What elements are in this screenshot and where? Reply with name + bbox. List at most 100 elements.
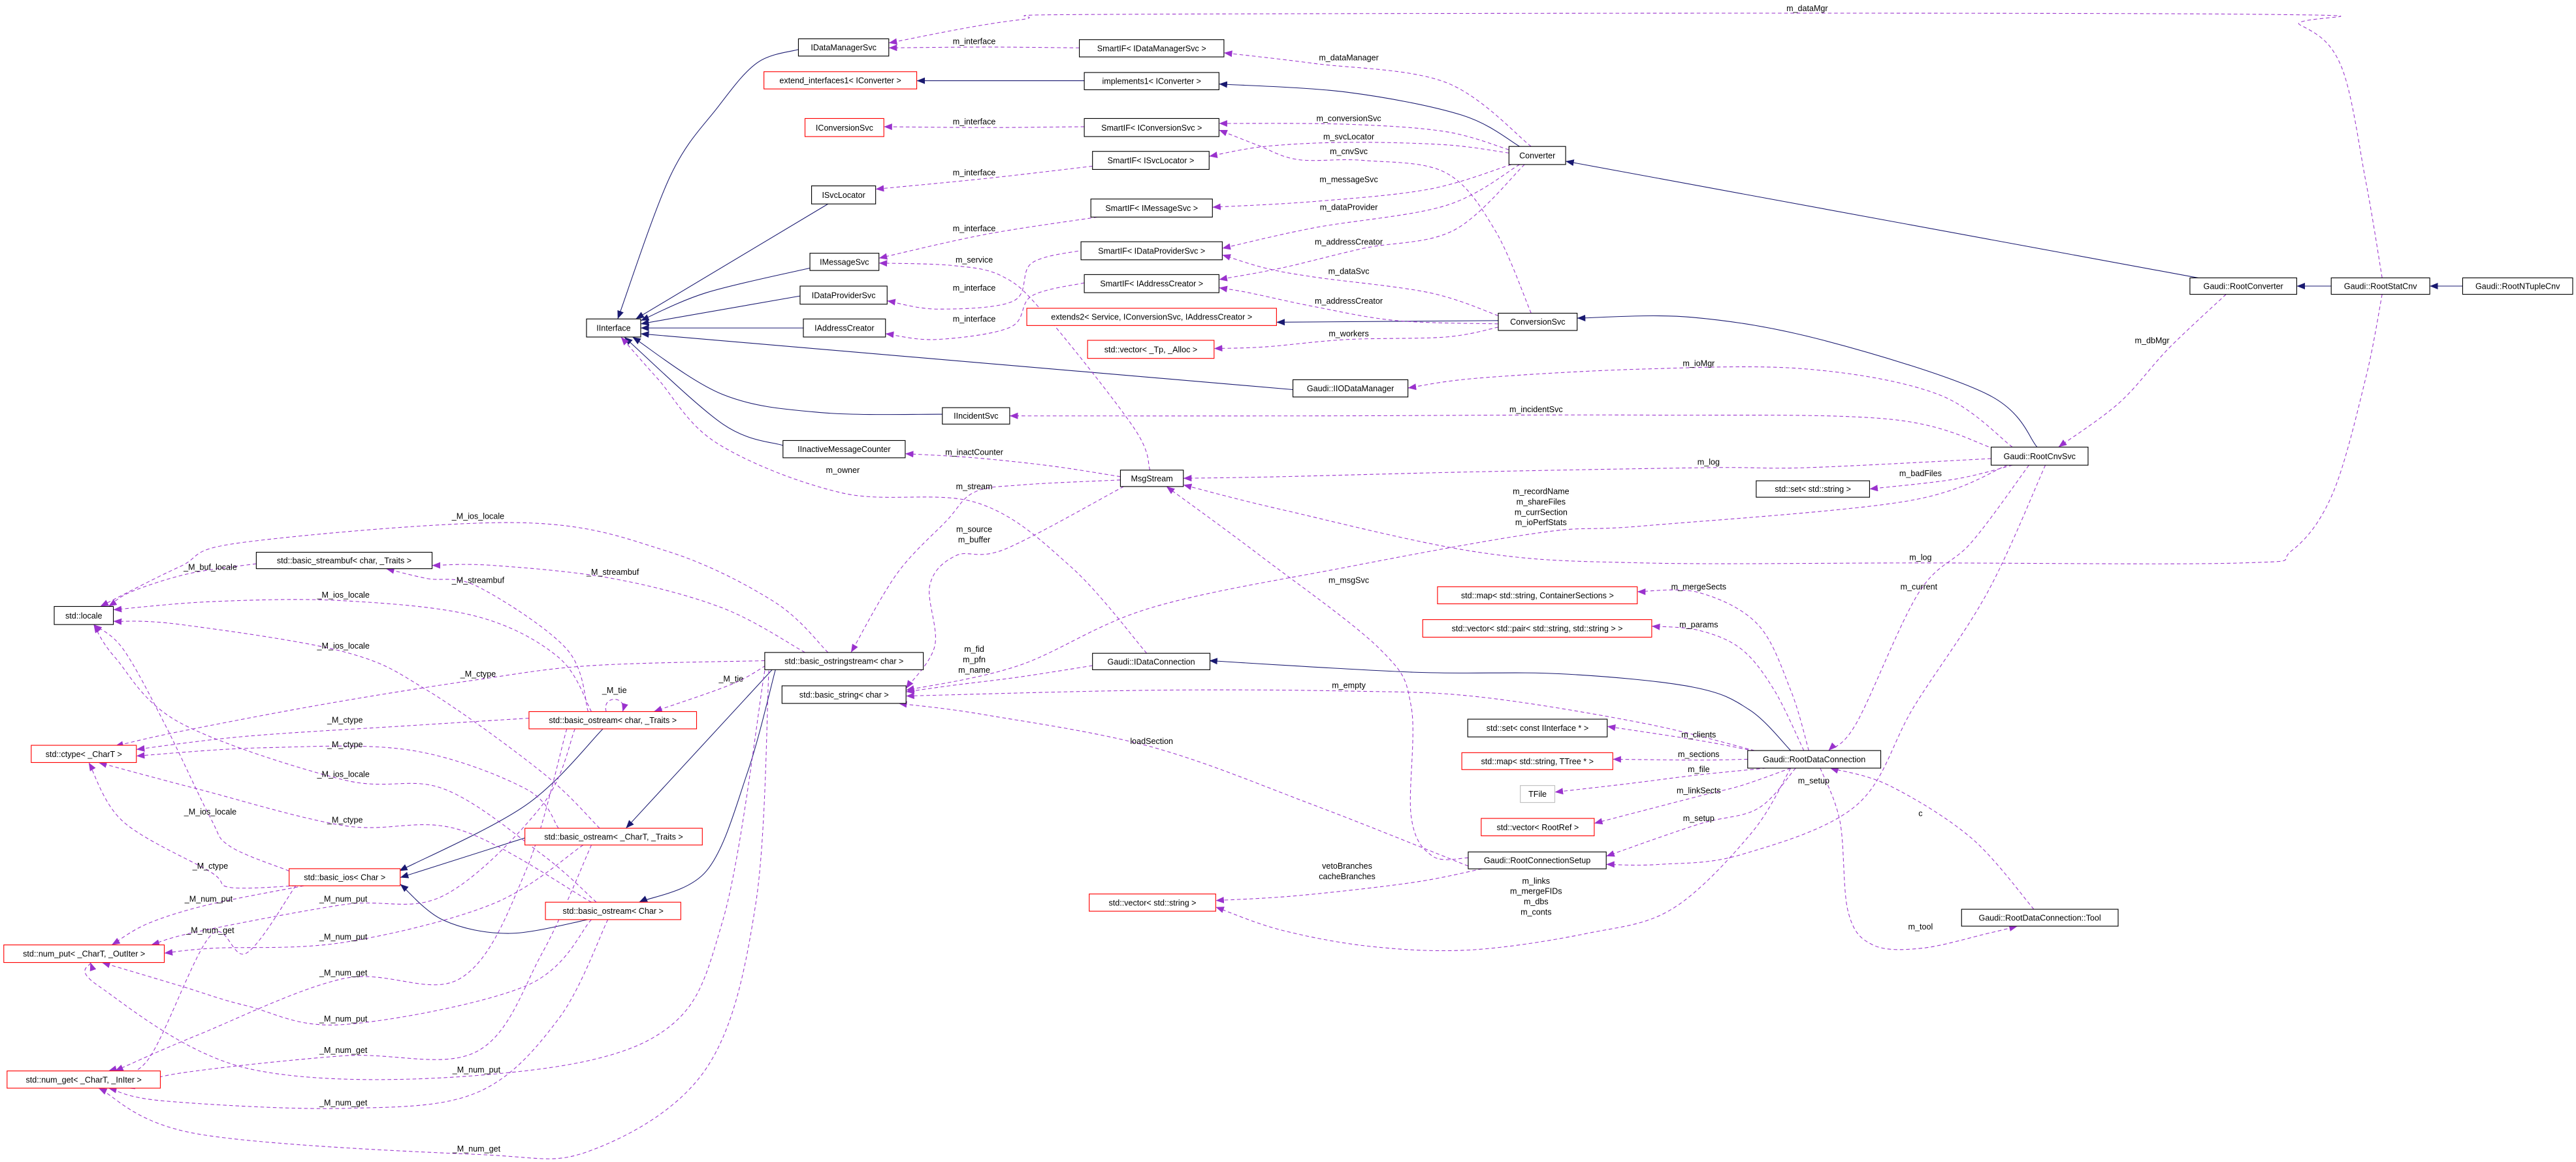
class-box[interactable] (7, 1070, 161, 1089)
class-node[interactable]: MsgStream (1119, 470, 1184, 487)
class-node[interactable]: SmartIF< IConversionSvc > (1084, 118, 1219, 137)
class-node[interactable]: std::num_get< _CharT, _InIter > (7, 1070, 161, 1089)
class-node[interactable]: Gaudi::IIODataManager (1292, 379, 1409, 398)
class-node[interactable]: IConversionSvc (804, 118, 884, 137)
class-box[interactable] (1087, 340, 1215, 359)
class-box[interactable] (942, 407, 1010, 425)
class-box[interactable] (811, 186, 877, 204)
class-box[interactable] (1467, 718, 1608, 737)
class-box[interactable] (1747, 750, 1882, 769)
class-box[interactable] (289, 868, 401, 886)
class-box[interactable] (764, 652, 924, 670)
class-node[interactable]: Converter (1508, 146, 1566, 165)
class-box[interactable] (804, 118, 884, 137)
class-box[interactable] (1080, 241, 1223, 261)
class-node[interactable]: IMessageSvc (809, 253, 880, 271)
class-box[interactable] (764, 71, 918, 89)
class-box[interactable] (803, 318, 886, 338)
class-node[interactable]: IInactiveMessageCounter (782, 440, 906, 459)
class-box[interactable] (255, 551, 433, 570)
class-box[interactable] (1292, 379, 1409, 398)
class-box[interactable] (1498, 312, 1578, 331)
class-node[interactable]: Gaudi::RootDataConnection::Tool (1961, 909, 2119, 927)
class-node[interactable]: std::basic_ostringstream< char > (764, 652, 924, 670)
class-box[interactable] (799, 285, 888, 305)
class-box[interactable] (1756, 480, 1870, 498)
class-node[interactable]: extends2< Service, IConversionSvc, IAddr… (1026, 308, 1277, 326)
class-box[interactable] (1468, 851, 1607, 869)
class-box[interactable] (1092, 653, 1211, 670)
class-node[interactable]: ISvcLocator (811, 186, 877, 204)
class-node[interactable]: std::map< std::string, TTree * > (1461, 752, 1613, 770)
class-node[interactable]: std::basic_streambuf< char, _Traits > (255, 551, 433, 570)
class-node[interactable]: std::set< std::string > (1756, 480, 1870, 498)
class-node[interactable]: TFile (1520, 785, 1556, 803)
class-box[interactable] (1084, 72, 1219, 90)
class-box[interactable] (1520, 785, 1556, 803)
class-node[interactable]: IAddressCreator (803, 318, 886, 338)
class-box[interactable] (1090, 199, 1213, 218)
class-node[interactable]: Gaudi::RootCnvSvc (1990, 446, 2089, 466)
class-box[interactable] (524, 828, 703, 846)
class-box[interactable] (1961, 909, 2119, 927)
class-node[interactable]: std::map< std::string, ContainerSections… (1437, 586, 1638, 605)
class-node[interactable]: std::basic_ostream< Char > (545, 901, 681, 920)
class-node[interactable]: SmartIF< IAddressCreator > (1084, 274, 1219, 293)
class-node[interactable]: SmartIF< IDataManagerSvc > (1078, 39, 1225, 57)
class-node[interactable]: Gaudi::IDataConnection (1092, 653, 1211, 670)
class-node[interactable]: IIncidentSvc (942, 407, 1010, 425)
class-box[interactable] (1092, 151, 1210, 170)
class-node[interactable]: IDataManagerSvc (797, 38, 890, 57)
class-box[interactable] (1119, 470, 1184, 487)
class-box[interactable] (782, 440, 906, 459)
class-box[interactable] (31, 745, 137, 764)
class-box[interactable] (1026, 308, 1277, 326)
class-node[interactable]: IInterface (586, 318, 641, 338)
class-node[interactable]: std::locale (54, 605, 114, 625)
class-box[interactable] (1089, 894, 1216, 912)
class-node[interactable]: std::vector< _Tp, _Alloc > (1087, 340, 1215, 359)
class-box[interactable] (1990, 446, 2089, 466)
class-box[interactable] (1481, 818, 1595, 837)
class-box[interactable] (2462, 277, 2573, 295)
class-box[interactable] (797, 38, 890, 57)
class-node[interactable]: std::basic_ios< Char > (289, 868, 401, 886)
class-node[interactable]: implements1< IConverter > (1084, 72, 1219, 90)
class-node[interactable]: SmartIF< IMessageSvc > (1090, 199, 1213, 218)
class-box[interactable] (1078, 39, 1225, 57)
class-box[interactable] (1508, 146, 1566, 165)
class-box[interactable] (528, 711, 698, 730)
class-box[interactable] (545, 901, 681, 920)
class-node[interactable]: SmartIF< ISvcLocator > (1092, 151, 1210, 170)
class-node[interactable]: extend_interfaces1< IConverter > (764, 71, 918, 89)
class-node[interactable]: Gaudi::RootStatCnv (2330, 277, 2430, 295)
class-box[interactable] (781, 685, 907, 704)
class-box[interactable] (1461, 752, 1613, 770)
class-box[interactable] (3, 944, 165, 963)
class-node[interactable]: SmartIF< IDataProviderSvc > (1080, 241, 1223, 261)
class-node[interactable]: Gaudi::RootConnectionSetup (1468, 851, 1607, 869)
class-node[interactable]: std::basic_ostream< _CharT, _Traits > (524, 828, 703, 846)
class-box[interactable] (586, 318, 641, 338)
class-box[interactable] (1422, 619, 1652, 638)
class-box[interactable] (1437, 586, 1638, 605)
class-node[interactable]: std::set< const IInterface * > (1467, 718, 1608, 737)
class-box[interactable] (2189, 277, 2297, 295)
class-box[interactable] (809, 253, 880, 271)
class-node[interactable]: std::num_put< _CharT, _OutIter > (3, 944, 165, 963)
class-node[interactable]: Gaudi::RootConverter (2189, 277, 2297, 295)
class-node[interactable]: Gaudi::RootNTupleCnv (2462, 277, 2573, 295)
class-node[interactable]: std::vector< std::string > (1089, 894, 1216, 912)
class-node[interactable]: std::vector< std::pair< std::string, std… (1422, 619, 1652, 638)
class-node[interactable]: IDataProviderSvc (799, 285, 888, 305)
class-box[interactable] (2330, 277, 2430, 295)
class-node[interactable]: std::basic_string< char > (781, 685, 907, 704)
class-box[interactable] (54, 605, 114, 625)
class-box[interactable] (1084, 274, 1219, 293)
class-node[interactable]: std::vector< RootRef > (1481, 818, 1595, 837)
class-node[interactable]: std::ctype< _CharT > (31, 745, 137, 764)
class-node[interactable]: ConversionSvc (1498, 312, 1578, 331)
class-node[interactable]: Gaudi::RootDataConnection (1747, 750, 1882, 769)
class-node[interactable]: std::basic_ostream< char, _Traits > (528, 711, 698, 730)
class-box[interactable] (1084, 118, 1219, 137)
